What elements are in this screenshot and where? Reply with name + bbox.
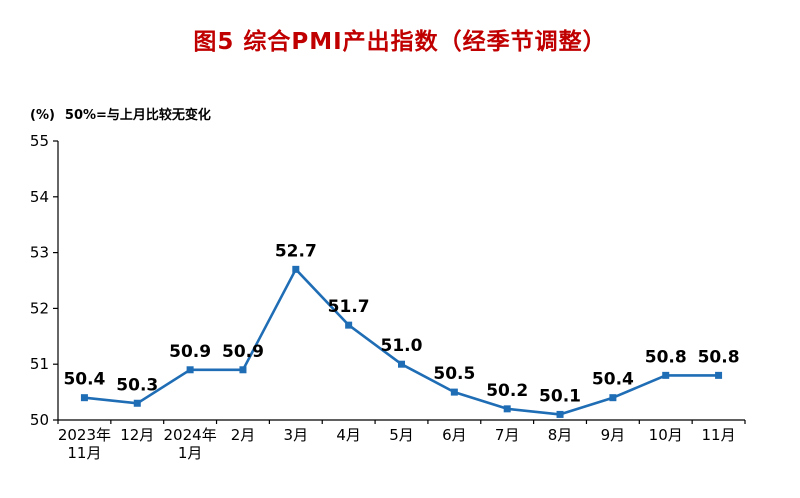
axis-note-row: (%) 50%=与上月比较无变化 bbox=[30, 104, 211, 123]
data-point-marker bbox=[239, 366, 247, 374]
data-point-marker bbox=[292, 265, 300, 273]
x-tick-label: 11月 bbox=[702, 426, 736, 444]
data-point-marker bbox=[609, 394, 617, 402]
x-tick-label-line: 11月 bbox=[67, 444, 101, 462]
data-point-marker bbox=[133, 399, 141, 407]
x-tick-label-line: 2024年 bbox=[164, 426, 217, 444]
x-tick-label-line: 3月 bbox=[284, 426, 309, 444]
x-tick-label-line: 9月 bbox=[601, 426, 626, 444]
unit-label: (%) bbox=[30, 108, 55, 123]
data-point-marker bbox=[345, 321, 353, 329]
x-tick-label: 12月 bbox=[120, 426, 154, 444]
x-tick-label: 2月 bbox=[231, 426, 256, 444]
x-tick-label-line: 4月 bbox=[336, 426, 361, 444]
x-tick-label: 2023年 11月 bbox=[58, 426, 111, 462]
y-tick-label: 55 bbox=[30, 132, 49, 150]
y-tick-label: 53 bbox=[30, 244, 49, 262]
data-point-marker bbox=[715, 371, 723, 379]
x-tick-label: 5月 bbox=[389, 426, 414, 444]
x-tick-label: 8月 bbox=[548, 426, 573, 444]
y-tick-label: 51 bbox=[30, 355, 49, 373]
data-point-label: 50.1 bbox=[539, 386, 581, 406]
x-tick-label-line: 11月 bbox=[702, 426, 736, 444]
x-tick-label: 9月 bbox=[601, 426, 626, 444]
baseline-note: 50%=与上月比较无变化 bbox=[64, 108, 211, 123]
data-point-label: 50.9 bbox=[169, 342, 211, 362]
data-point-label: 51.7 bbox=[328, 297, 370, 317]
data-point-label: 50.9 bbox=[222, 342, 264, 362]
x-tick-label-line: 2023年 bbox=[58, 426, 111, 444]
x-tick-label-line: 12月 bbox=[120, 426, 154, 444]
y-tick-label: 50 bbox=[30, 411, 49, 429]
data-point-marker bbox=[662, 371, 670, 379]
x-tick-label-line: 5月 bbox=[389, 426, 414, 444]
data-point-marker bbox=[186, 366, 194, 374]
x-tick-label: 10月 bbox=[649, 426, 683, 444]
data-point-label: 50.8 bbox=[698, 347, 740, 367]
data-point-label: 50.4 bbox=[63, 370, 105, 390]
y-tick-label: 52 bbox=[30, 299, 49, 317]
x-tick-label: 6月 bbox=[442, 426, 467, 444]
data-point-label: 50.3 bbox=[116, 375, 158, 395]
x-tick-label-line: 6月 bbox=[442, 426, 467, 444]
data-point-marker bbox=[398, 360, 405, 368]
data-point-marker bbox=[556, 410, 564, 418]
x-tick-label: 7月 bbox=[495, 426, 520, 444]
x-tick-label-line: 8月 bbox=[548, 426, 573, 444]
x-tick-label-line: 2月 bbox=[231, 426, 256, 444]
data-point-label: 50.4 bbox=[592, 370, 634, 390]
data-point-marker bbox=[80, 394, 88, 402]
data-point-label: 50.5 bbox=[433, 364, 475, 384]
x-tick-label: 2024年 1月 bbox=[164, 426, 217, 462]
chart-title: 图5 综合PMI产出指数（经季节调整） bbox=[193, 29, 607, 55]
x-tick-label-line: 7月 bbox=[495, 426, 520, 444]
x-tick-label-line: 1月 bbox=[178, 444, 203, 462]
data-point-marker bbox=[450, 388, 458, 396]
y-tick-label: 54 bbox=[30, 188, 49, 206]
x-tick-label-line: 10月 bbox=[649, 426, 683, 444]
x-tick-label: 3月 bbox=[284, 426, 309, 444]
data-point-label: 50.8 bbox=[645, 347, 687, 367]
x-tick-label: 4月 bbox=[336, 426, 361, 444]
data-point-label: 51.0 bbox=[381, 336, 423, 356]
data-point-label: 52.7 bbox=[275, 241, 317, 261]
data-point-marker bbox=[503, 405, 511, 413]
data-point-label: 50.2 bbox=[486, 381, 528, 401]
